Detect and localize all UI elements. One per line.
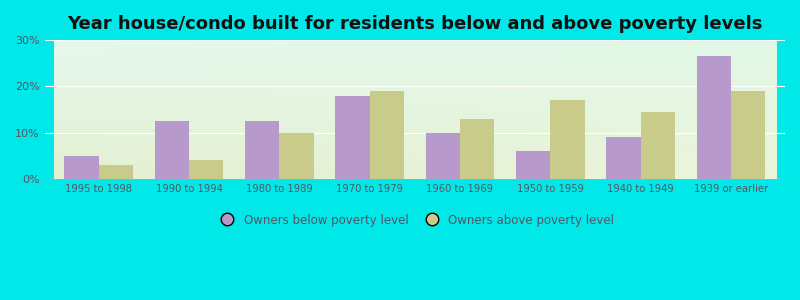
Bar bbox=[550, 100, 585, 179]
Bar bbox=[731, 91, 765, 179]
Bar bbox=[189, 160, 223, 179]
Bar bbox=[335, 96, 370, 179]
Bar bbox=[279, 133, 314, 179]
Bar bbox=[516, 151, 550, 179]
Bar bbox=[245, 121, 279, 179]
Bar bbox=[697, 56, 731, 179]
Bar bbox=[606, 137, 641, 179]
Bar bbox=[460, 119, 494, 179]
Title: Year house/condo built for residents below and above poverty levels: Year house/condo built for residents bel… bbox=[67, 15, 762, 33]
Bar bbox=[65, 156, 98, 179]
Bar bbox=[426, 133, 460, 179]
Bar bbox=[370, 91, 404, 179]
Bar bbox=[98, 165, 133, 179]
Bar bbox=[154, 121, 189, 179]
Legend: Owners below poverty level, Owners above poverty level: Owners below poverty level, Owners above… bbox=[210, 209, 619, 231]
Bar bbox=[641, 112, 675, 179]
